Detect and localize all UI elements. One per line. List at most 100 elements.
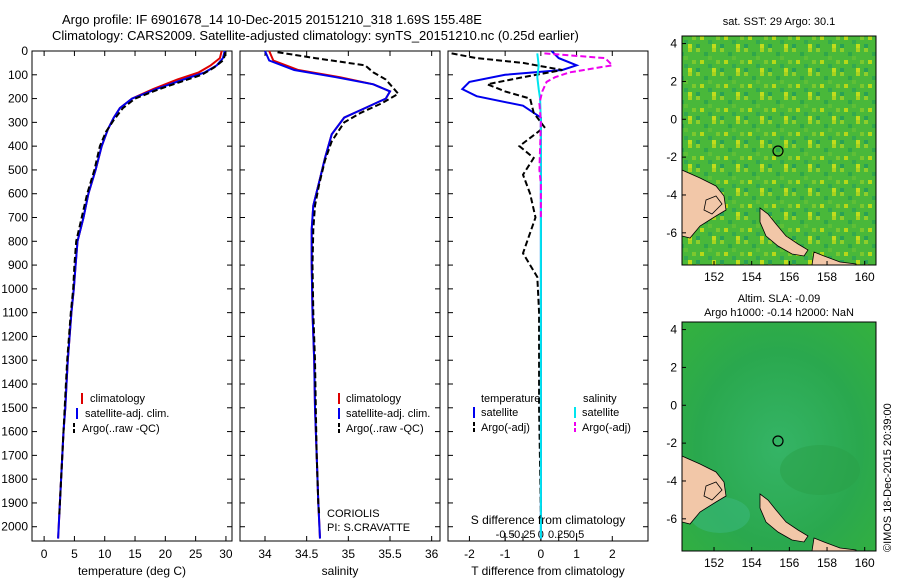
depth-tick-label: 1800	[1, 472, 28, 486]
legend-label-t-argo: Argo(-adj)	[481, 422, 530, 434]
lat-tick-label: 0	[670, 398, 677, 412]
x-tick-label: 20	[159, 547, 173, 561]
depth-tick-label: 1500	[1, 401, 28, 415]
depth-tick-label: 400	[8, 139, 28, 153]
argo-float-marker	[772, 145, 784, 157]
salinity-axes	[239, 50, 441, 542]
figure-title-line1: Argo profile: IF 6901678_14 10-Dec-2015 …	[62, 12, 482, 27]
lon-tick-label: 152	[704, 270, 724, 284]
temperature-axes	[31, 50, 233, 542]
temperature-xlabel: temperature (deg C)	[78, 564, 186, 578]
x-tick-label: 34.5	[295, 547, 319, 561]
difference-xlabel-s: S difference from climatology	[471, 513, 626, 527]
difference-legend: temperature salinity satellite Argo(-adj…	[473, 393, 631, 434]
x-tick-label: -2	[464, 547, 475, 561]
x-tick-label: 5	[71, 547, 78, 561]
lon-tick-label: 154	[742, 270, 762, 284]
depth-axis: 0 100 200 300 400 500 600 700 800 900 1000 1100 1200…	[1, 44, 648, 534]
lon-tick-label: 152	[704, 556, 724, 570]
legend-label-s-argo: Argo(-adj)	[582, 422, 631, 434]
depth-tick-label: 300	[8, 115, 28, 129]
solomon-land	[811, 251, 857, 265]
sla-map-title-line2: Argo h1000: -0.14 h2000: NaN	[704, 307, 854, 319]
lon-tick-label: 154	[742, 556, 762, 570]
difference-xlabel-t: T difference from climatology	[471, 564, 625, 578]
salinity-xlabel: salinity	[322, 564, 359, 578]
temperature-legend: climatology satellite-adj. clim. Argo(..…	[73, 393, 169, 435]
x-tick-label: 2	[609, 547, 616, 561]
x-tick-label: 1	[573, 547, 580, 561]
legend-label-t-sat: satellite	[481, 407, 518, 419]
series-line-argo	[58, 52, 227, 515]
x-tick-label: 0	[41, 547, 48, 561]
s-tick-label: -0.5	[496, 529, 515, 541]
x-tick-label: 0	[538, 547, 545, 561]
depth-tick-label: 1900	[1, 496, 28, 510]
series-line-argo	[451, 52, 563, 515]
legend-header-salinity: salinity	[583, 393, 617, 405]
legend-label-clim: climatology	[346, 393, 402, 405]
island-land	[703, 195, 723, 215]
sst-map: sat. SST: 29 Argo: 30.1 152 154 156 158 160 4…	[666, 16, 877, 284]
lon-tick-label: 158	[817, 556, 837, 570]
lat-tick-label: 2	[670, 74, 677, 88]
lat-tick-label: 4	[670, 37, 677, 51]
legend-label-argo: Argo(..raw -QC)	[346, 423, 424, 435]
solomon-land	[811, 537, 857, 551]
sst-map-ticks: 152 154 156 158 160 4 2 0 -2 -4 -6	[666, 37, 875, 284]
depth-tick-label: 800	[8, 234, 28, 248]
island-land	[703, 481, 723, 501]
lon-tick-label: 156	[779, 270, 799, 284]
new-ireland-land	[682, 455, 727, 525]
temperature-plot: 0 5 10 15 20 25 30	[41, 50, 233, 561]
sla-map-ticks: 152 154 156 158 160 4 2 0 -2 -4 -6	[666, 323, 875, 570]
x-tick-label: 34	[258, 547, 272, 561]
salinity-legend: climatology satellite-adj. clim. Argo(..…	[327, 393, 430, 534]
lon-tick-label: 158	[817, 270, 837, 284]
depth-tick-label: 700	[8, 211, 28, 225]
new-ireland-land	[682, 169, 727, 239]
legend-label-argo: Argo(..raw -QC)	[82, 423, 160, 435]
series-line-sat	[264, 50, 392, 539]
lon-tick-label: 160	[855, 556, 875, 570]
depth-tick-label: 0	[21, 44, 28, 58]
lat-tick-label: 2	[670, 360, 677, 374]
legend-label-s-sat: satellite	[582, 407, 619, 419]
x-tick-label: 35	[342, 547, 356, 561]
lat-tick-label: -4	[666, 188, 677, 202]
x-tick-label: -1	[500, 547, 511, 561]
legend-label-sat: satellite-adj. clim.	[346, 408, 430, 420]
series-line-clim	[268, 50, 392, 539]
legend-label-sat: satellite-adj. clim.	[85, 408, 169, 420]
depth-tick-label: 1400	[1, 377, 28, 391]
lon-tick-label: 156	[779, 556, 799, 570]
series-line-sal_argo	[538, 52, 615, 218]
bougainville-land	[759, 493, 809, 543]
depth-tick-label: 600	[8, 187, 28, 201]
lat-tick-label: -2	[666, 150, 677, 164]
x-tick-label: 35.5	[378, 547, 402, 561]
lon-tick-label: 160	[855, 270, 875, 284]
sst-map-title: sat. SST: 29 Argo: 30.1	[723, 16, 836, 28]
depth-tick-label: 500	[8, 163, 28, 177]
lat-tick-label: -6	[666, 226, 677, 240]
depth-tick-label: 1000	[1, 282, 28, 296]
series-line-sat	[460, 50, 580, 539]
legend-header-temperature: temperature	[481, 393, 540, 405]
s-tick-label: 0.25	[548, 529, 569, 541]
depth-tick-label: 900	[8, 258, 28, 272]
x-tick-label: 10	[98, 547, 112, 561]
series-line-clim	[57, 50, 223, 539]
depth-tick-label: 1200	[1, 329, 28, 343]
s-tick-label: -0.25	[510, 529, 535, 541]
depth-tick-label: 2000	[1, 520, 28, 534]
difference-plot: -2 -1 0 1 2-0.5-0.25 0 0.25 0.5	[451, 50, 616, 561]
series-line-argo	[277, 51, 400, 515]
x-tick-label: 15	[128, 547, 142, 561]
depth-tick-label: 1300	[1, 353, 28, 367]
argo-float-marker	[772, 435, 784, 447]
figure-title-line2: Climatology: CARS2009. Satellite-adjuste…	[52, 28, 579, 43]
annotation-coriolis: CORIOLIS	[327, 508, 380, 520]
bougainville-land	[759, 207, 809, 257]
